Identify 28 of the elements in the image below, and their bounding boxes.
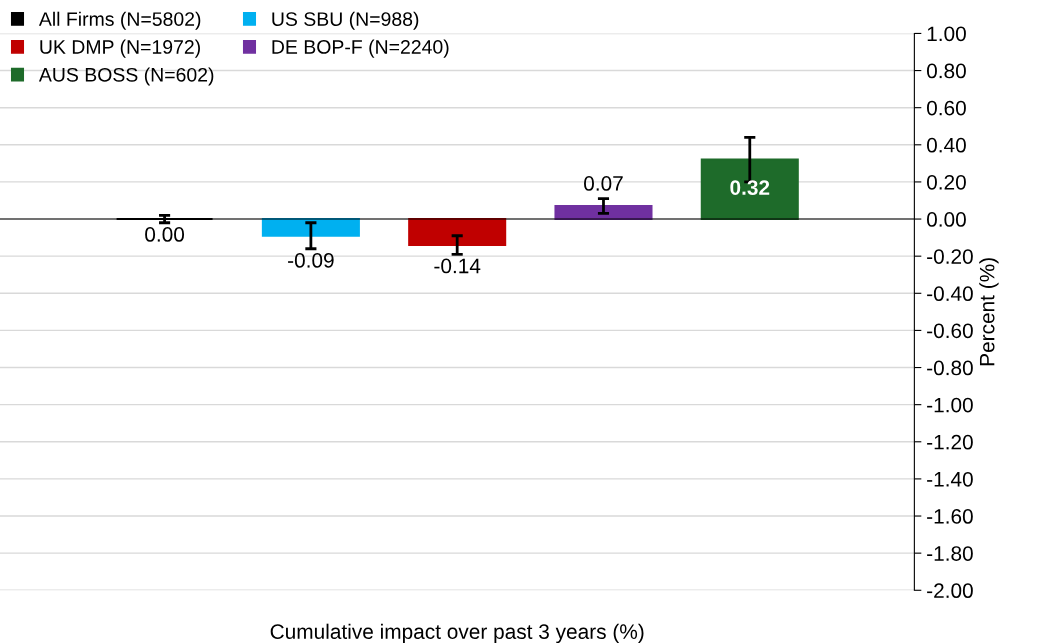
data-label: -0.14	[434, 258, 481, 274]
y-axis-title: Percent (%)	[979, 258, 999, 366]
x-axis-title: Cumulative impact over past 3 years (%)	[270, 623, 644, 643]
y-tick-label: 0.00	[926, 212, 966, 227]
y-tick-label: -0.60	[927, 323, 973, 339]
y-tick-label: -1.80	[927, 546, 973, 561]
y-tick-label: -1.40	[927, 471, 973, 487]
y-tick-label: -2.00	[927, 583, 973, 599]
data-label: 0.32	[730, 180, 770, 195]
y-tick-label: -1.00	[927, 397, 973, 413]
data-label: 0.07	[584, 176, 623, 191]
legend-label: DE BOP-F (N=2240)	[272, 39, 449, 58]
y-tick-label: -1.60	[927, 509, 973, 524]
data-label: 0.00	[145, 227, 185, 242]
y-tick-label: -0.20	[927, 249, 973, 264]
legend-label: US SBU (N=988)	[272, 11, 419, 30]
y-tick-label: -1.20	[927, 434, 973, 450]
y-tick-label: -0.40	[927, 286, 973, 302]
data-label: -0.09	[288, 253, 334, 268]
y-tick-label: -0.80	[927, 360, 973, 376]
legend-label: UK DMP (N=1972)	[40, 39, 200, 58]
y-tick-label: 1.00	[927, 26, 966, 42]
legend-label: AUS BOSS (N=602)	[38, 67, 214, 86]
y-tick-label: 0.40	[926, 137, 966, 153]
y-tick-label: 0.60	[926, 100, 966, 116]
y-tick-label: 0.80	[926, 63, 966, 79]
legend-label: All Firms (N=5802)	[38, 11, 201, 30]
y-tick-label: 0.20	[926, 174, 966, 190]
